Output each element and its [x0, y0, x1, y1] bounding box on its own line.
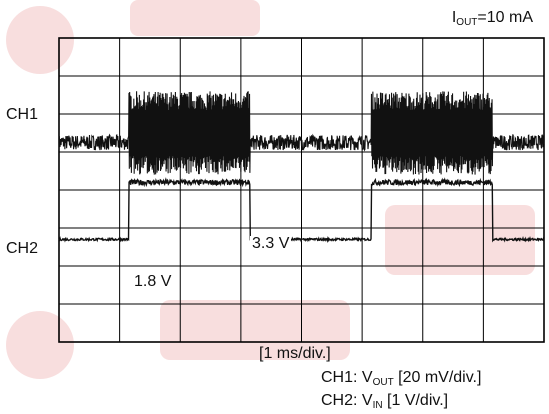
ch2-scale-label: CH2: VIN [1 V/div.]: [321, 392, 449, 411]
x-axis-scale-label: [1 ms/div.]: [259, 345, 331, 362]
ch2-label: CH2: [6, 240, 39, 257]
ch1-label: CH1: [6, 106, 39, 123]
ch1-vout-trace: [58, 91, 545, 175]
ch2-high-level-label: 3.3 V: [250, 235, 292, 252]
ch2-low-level-label: 1.8 V: [132, 273, 174, 290]
ch2-vin-trace: [58, 177, 545, 244]
load-condition-label: IOUT=10 mA: [451, 9, 533, 28]
ch1-scale-label: CH1: VOUT [20 mV/div.]: [321, 369, 482, 388]
